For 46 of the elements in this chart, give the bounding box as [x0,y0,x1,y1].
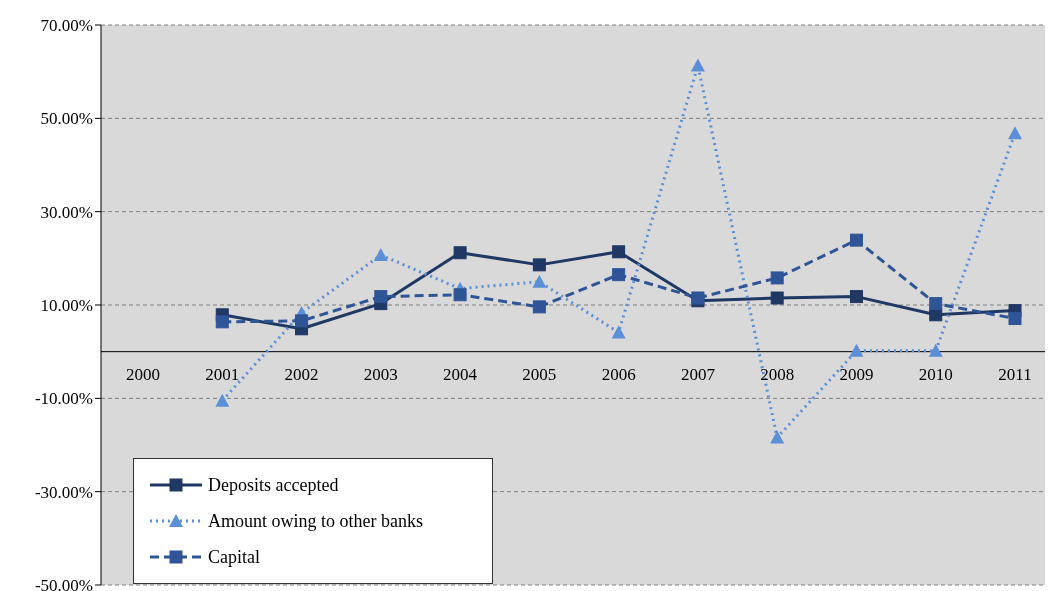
point [612,268,626,282]
point [770,291,784,305]
point [849,233,863,247]
y-tick-label: 30.00% [40,202,93,222]
x-tick-label: 2009 [839,364,874,384]
point [532,258,546,272]
x-tick-label: 2005 [522,364,557,384]
x-tick-label: 2008 [760,364,795,384]
point [374,290,388,304]
point [215,393,230,407]
point [453,246,467,260]
y-tick-label: -50.00% [34,576,93,591]
point [611,325,626,339]
y-tick-label: -30.00% [34,482,93,502]
x-tick-label: 2000 [126,364,160,384]
point [929,297,943,311]
point [532,300,546,314]
point [1008,126,1022,140]
x-tick-label: 2002 [284,364,319,384]
y-tick-label: -10.00% [34,389,93,409]
point [928,343,943,357]
point [770,271,784,285]
point [295,314,309,328]
point [215,315,229,329]
y-tick-label: 70.00% [40,16,93,36]
x-tick-label: 2010 [918,364,953,384]
x-tick-label: 2003 [363,364,398,384]
point [770,430,785,444]
legend-label: Amount owing to other banks [208,510,423,532]
point [612,245,626,259]
x-tick-label: 2007 [680,364,716,384]
point [1008,312,1022,326]
y-tick-label: 50.00% [40,109,93,129]
point [690,58,705,72]
x-tick-label: 2011 [998,364,1032,384]
x-tick-label: 2004 [443,364,478,384]
point [849,343,864,357]
point [849,290,863,304]
x-tick-label: 2001 [205,364,240,384]
legend-label: Deposits accepted [208,474,339,496]
point [373,248,388,262]
point [453,288,467,302]
y-tick-label: 10.00% [40,296,93,316]
legend-label: Capital [208,546,260,568]
x-tick-label: 2006 [601,364,636,384]
point [532,274,547,288]
